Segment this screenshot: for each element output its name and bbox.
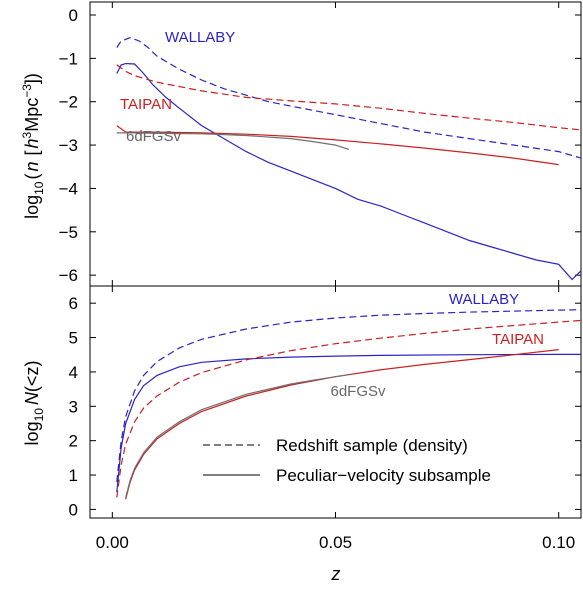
bottom-curve-sixdf-pv <box>125 374 349 498</box>
bottom-ytick-label-3: 3 <box>69 397 78 416</box>
top-ytick-label-4: −4 <box>59 179 78 198</box>
x-axis-label: z <box>331 564 341 584</box>
bottom-y-axis-label: log10N(<z) <box>22 361 46 446</box>
bottom-ytick-label-5: 5 <box>69 329 78 348</box>
top-curve-sixdf-pv <box>116 132 350 150</box>
top-wallaby-label: WALLABY <box>165 29 235 46</box>
top-curve-taipan-pv <box>116 125 559 166</box>
bottom-panel-curves <box>116 309 582 500</box>
bottom-taipan-label: TAIPAN <box>492 331 544 348</box>
legend-redshift-label: Redshift sample (density) <box>276 436 468 455</box>
bottom-curve-taipan-pv <box>125 349 559 500</box>
bottom-ytick-label-1: 1 <box>69 466 78 485</box>
xtick-label-1: 0.05 <box>319 533 352 552</box>
top-6dfgsv-label: 6dFGSv <box>126 128 182 145</box>
bottom-ytick-label-2: 2 <box>69 432 78 451</box>
top-y-axis-label: log10(n[h3Mpc−3]) <box>20 73 46 219</box>
top-ytick-label-2: −2 <box>59 93 78 112</box>
top-panel-ticks: 0 −1 −2 −3 −4 −5 −6 <box>59 2 581 286</box>
bottom-curve-wallaby-redshift <box>116 309 582 482</box>
xtick-label-2: 0.10 <box>542 533 575 552</box>
legend-pv-label: Peculiar−velocity subsample <box>276 466 491 485</box>
xtick-label-0: 0.00 <box>96 533 129 552</box>
bottom-6dfgsv-label: 6dFGSv <box>330 383 386 400</box>
legend: Redshift sample (density) Peculiar−veloc… <box>203 436 491 485</box>
top-panel-curves <box>116 36 582 281</box>
top-curve-wallaby-pv <box>116 62 582 281</box>
top-ytick-label-5: −5 <box>59 223 78 242</box>
bottom-curve-taipan-redshift <box>116 319 582 498</box>
top-ytick-label-3: −3 <box>59 136 78 155</box>
top-ytick-label-6: −6 <box>59 266 78 285</box>
top-curve-wallaby-redshift <box>116 36 582 159</box>
bottom-panel-ticks: 0 1 2 3 4 5 6 0.00 0.05 0.10 <box>69 286 581 552</box>
bottom-ytick-label-6: 6 <box>69 294 78 313</box>
top-taipan-label: TAIPAN <box>120 96 172 113</box>
bottom-ytick-label-0: 0 <box>69 500 78 519</box>
top-ytick-label-1: −1 <box>59 49 78 68</box>
bottom-curve-wallaby-pv <box>116 353 581 493</box>
bottom-ytick-label-4: 4 <box>69 363 78 382</box>
top-ytick-label-0: 0 <box>69 6 78 25</box>
bottom-wallaby-label: WALLABY <box>449 291 519 308</box>
top-curve-taipan-redshift <box>116 64 582 131</box>
